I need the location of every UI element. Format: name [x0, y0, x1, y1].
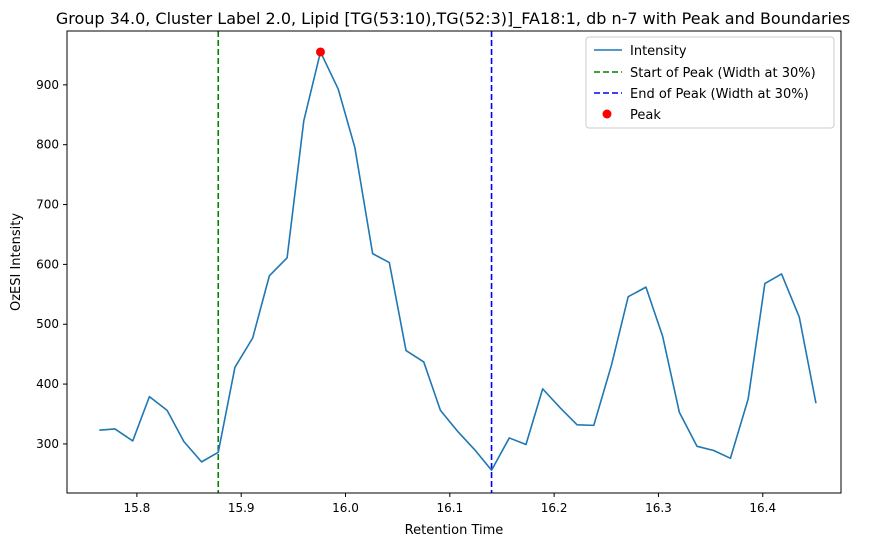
x-axis-label: Retention Time	[405, 523, 504, 538]
x-tick-label: 16.3	[645, 501, 672, 515]
x-tick-label: 16.4	[749, 501, 776, 515]
y-axis: 300 400 500 600 700 800 900	[36, 78, 67, 451]
legend-label-start-of-peak: Start of Peak (Width at 30%)	[630, 66, 816, 81]
chart-title: Group 34.0, Cluster Label 2.0, Lipid [TG…	[56, 9, 850, 29]
x-tick-label: 16.2	[541, 501, 568, 515]
plot-area	[99, 31, 817, 493]
y-tick-label: 800	[36, 138, 59, 152]
legend-label-intensity: Intensity	[630, 44, 687, 59]
y-axis-label: OzESI Intensity	[9, 213, 24, 311]
y-tick-label: 600	[36, 257, 59, 271]
x-tick-label: 16.1	[436, 501, 463, 515]
legend: Intensity Start of Peak (Width at 30%) E…	[585, 36, 835, 129]
x-axis: 15.8 15.9 16.0 16.1 16.2 16.3 16.4	[124, 493, 776, 515]
y-tick-label: 900	[36, 78, 59, 92]
legend-frame	[585, 36, 835, 129]
x-tick-label: 15.8	[124, 501, 151, 515]
legend-key-peak	[602, 109, 612, 119]
intensity-series-line	[99, 51, 817, 472]
plot-frame	[66, 30, 842, 494]
y-tick-label: 500	[36, 317, 59, 331]
peak-marker	[315, 47, 325, 57]
legend-label-end-of-peak: End of Peak (Width at 30%)	[630, 87, 809, 102]
x-tick-label: 15.9	[228, 501, 255, 515]
legend-label-peak: Peak	[630, 108, 661, 123]
y-tick-label: 300	[36, 437, 59, 451]
x-tick-label: 16.0	[332, 501, 359, 515]
y-tick-label: 400	[36, 377, 59, 391]
y-tick-label: 700	[36, 198, 59, 212]
